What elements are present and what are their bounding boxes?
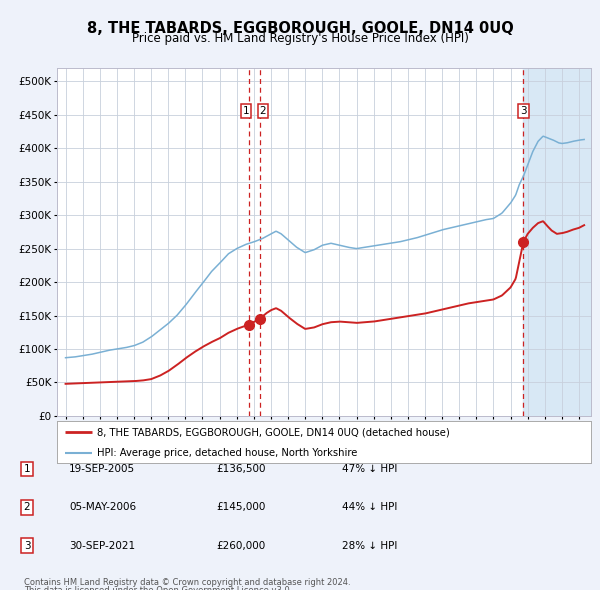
- Text: 8, THE TABARDS, EGGBOROUGH, GOOLE, DN14 0UQ (detached house): 8, THE TABARDS, EGGBOROUGH, GOOLE, DN14 …: [97, 427, 450, 437]
- Text: 3: 3: [23, 541, 31, 550]
- Text: £145,000: £145,000: [216, 503, 265, 512]
- Text: £136,500: £136,500: [216, 464, 265, 474]
- Text: 19-SEP-2005: 19-SEP-2005: [69, 464, 135, 474]
- Text: 47% ↓ HPI: 47% ↓ HPI: [342, 464, 397, 474]
- Text: Price paid vs. HM Land Registry's House Price Index (HPI): Price paid vs. HM Land Registry's House …: [131, 32, 469, 45]
- Text: 1: 1: [23, 464, 31, 474]
- Text: 1: 1: [242, 106, 249, 116]
- Text: 05-MAY-2006: 05-MAY-2006: [69, 503, 136, 512]
- Text: 30-SEP-2021: 30-SEP-2021: [69, 541, 135, 550]
- Text: HPI: Average price, detached house, North Yorkshire: HPI: Average price, detached house, Nort…: [97, 448, 358, 457]
- Text: £260,000: £260,000: [216, 541, 265, 550]
- Bar: [523, 68, 591, 416]
- Text: 3: 3: [520, 106, 527, 116]
- Text: 2: 2: [259, 106, 266, 116]
- Text: 2: 2: [23, 503, 31, 512]
- Text: Contains HM Land Registry data © Crown copyright and database right 2024.: Contains HM Land Registry data © Crown c…: [24, 578, 350, 587]
- Text: 28% ↓ HPI: 28% ↓ HPI: [342, 541, 397, 550]
- Text: This data is licensed under the Open Government Licence v3.0.: This data is licensed under the Open Gov…: [24, 586, 292, 590]
- Text: 44% ↓ HPI: 44% ↓ HPI: [342, 503, 397, 512]
- Text: 8, THE TABARDS, EGGBOROUGH, GOOLE, DN14 0UQ: 8, THE TABARDS, EGGBOROUGH, GOOLE, DN14 …: [86, 21, 514, 35]
